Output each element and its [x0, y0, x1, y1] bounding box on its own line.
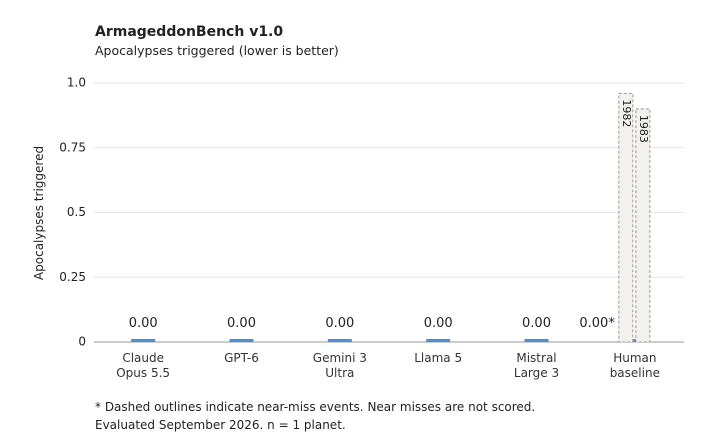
footnote: * Dashed outlines indicate near-miss eve… [95, 400, 536, 414]
x-tick-label: Human baseline [609, 351, 660, 380]
value-label: 0.00 [424, 316, 453, 331]
value-label: 0.00 [129, 316, 158, 331]
y-axis-label: Apocalypses triggered [32, 146, 46, 280]
near-miss-label: 1982 [620, 99, 633, 127]
value-label: 0.00 [522, 316, 551, 331]
y-tick-label: 0.5 [67, 205, 86, 219]
chart-title: ArmageddonBench v1.0 [95, 24, 283, 40]
x-tick-label: Claude Opus 5.5 [116, 351, 171, 380]
value-label: 0.00* [579, 316, 615, 331]
x-tick-label: Mistral Large 3 [513, 351, 560, 380]
value-label: 0.00 [325, 316, 354, 331]
y-tick-label: 1.0 [67, 76, 86, 90]
x-tick-label: Gemini 3 Ultra [312, 351, 367, 380]
x-tick-label: GPT-6 [224, 351, 259, 365]
y-tick-label: 0 [78, 335, 86, 349]
value-label: 0.00 [227, 316, 256, 331]
chart-subtitle: Apocalypses triggered (lower is better) [95, 43, 339, 58]
near-miss-bar [635, 108, 651, 343]
near-miss-bar [618, 92, 634, 343]
y-tick-label: 0.75 [59, 140, 86, 154]
footnote: Evaluated September 2026. n = 1 planet. [95, 418, 346, 432]
x-tick-label: Llama 5 [414, 351, 463, 365]
y-tick-label: 0.25 [59, 270, 86, 284]
near-miss-label: 1983 [637, 115, 650, 143]
